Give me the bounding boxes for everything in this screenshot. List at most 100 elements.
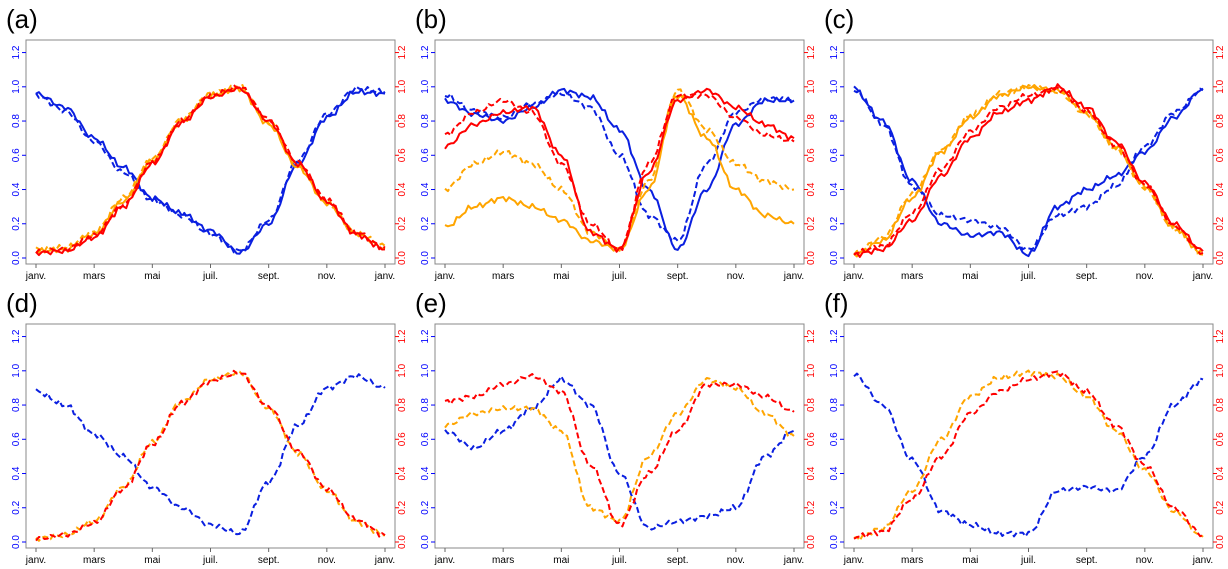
y-tick-label-right: 1.0 [806, 79, 817, 93]
y-tick-label-left: 0.4 [420, 182, 431, 196]
x-tick-label: juil. [1020, 555, 1036, 566]
y-tick-label-left: 0.8 [11, 114, 22, 128]
x-tick-label: nov. [727, 271, 745, 282]
y-tick-label-right: 0.8 [397, 398, 408, 412]
panel-label: (f) [824, 288, 849, 318]
y-tick-label-right: 1.2 [1215, 45, 1226, 59]
y-tick-label-left: 0.2 [420, 500, 431, 514]
chart-svg: (f) 0.0 0.2 0.4 0.6 0.8 1.0 1.2 0.0 0.2 0.4 0.6 0.8 1… [824, 288, 1226, 566]
plot-frame [843, 39, 1214, 265]
x-tick-label: mars [83, 555, 105, 566]
x-tick-label: mars [492, 271, 514, 282]
x-tick-label: sept. [258, 271, 280, 282]
panel-label: (b) [415, 4, 447, 34]
y-tick-label-right: 0.8 [806, 398, 817, 412]
y-tick-label-left: 0.0 [829, 535, 840, 549]
y-tick-label-right: 0.0 [806, 535, 817, 549]
x-tick-label: janv. [374, 555, 395, 566]
y-tick-label-left: 1.0 [11, 363, 22, 377]
chart-panel-1: (a) 0.0 0.2 0.4 0.6 0.8 1.0 1.2 0.0 0.2 0.4 0.6 0.8 1… [0, 0, 409, 284]
y-tick-label-right: 0.8 [1215, 398, 1226, 412]
x-tick-label: janv. [1192, 271, 1213, 282]
y-tick-label-right: 0.4 [806, 466, 817, 480]
y-tick-label-right: 1.0 [397, 79, 408, 93]
series-line [853, 85, 1204, 251]
y-tick-label-right: 1.2 [397, 45, 408, 59]
y-tick-label-left: 0.0 [11, 251, 22, 265]
series-line [35, 86, 386, 257]
y-tick-label-left: 1.0 [829, 363, 840, 377]
x-tick-label: mai [962, 555, 978, 566]
x-tick-label: mars [492, 555, 514, 566]
x-tick-label: sept. [667, 271, 689, 282]
y-tick-label-right: 0.0 [1215, 251, 1226, 265]
y-tick-label-left: 0.4 [11, 466, 22, 480]
series-line [853, 87, 1204, 258]
y-tick-label-left: 0.0 [829, 251, 840, 265]
x-tick-label: sept. [258, 555, 280, 566]
x-tick-label: juil. [202, 555, 218, 566]
y-tick-label-right: 0.6 [1215, 432, 1226, 446]
series-line [444, 373, 795, 528]
series-line [35, 88, 386, 255]
x-tick-label: nov. [1136, 271, 1154, 282]
y-tick-label-right: 0.8 [806, 114, 817, 128]
y-tick-label-right: 0.2 [806, 500, 817, 514]
series-line [853, 84, 1204, 258]
y-tick-label-right: 0.4 [1215, 182, 1226, 196]
x-tick-label: mai [553, 555, 569, 566]
chart-panel-3: (c) 0.0 0.2 0.4 0.6 0.8 1.0 1.2 0.0 0.2 0.4 0.6 0.8 1… [818, 0, 1227, 284]
y-tick-label-left: 0.6 [420, 148, 431, 162]
y-tick-label-right: 1.2 [1215, 329, 1226, 343]
series-line [35, 85, 386, 254]
chart-panel-5: (e) 0.0 0.2 0.4 0.6 0.8 1.0 1.2 0.0 0.2 0.4 0.6 0.8 1… [409, 284, 818, 568]
chart-svg: (b) 0.0 0.2 0.4 0.6 0.8 1.0 1.2 0.0 0.2 0.4 0.6 0.8 1… [415, 4, 817, 282]
y-tick-label-right: 0.4 [1215, 466, 1226, 480]
x-tick-label: juil. [611, 555, 627, 566]
x-tick-label: nov. [318, 555, 336, 566]
series-line [444, 88, 795, 252]
y-tick-label-left: 1.2 [829, 45, 840, 59]
series-line [35, 84, 386, 253]
series-line [35, 85, 386, 254]
y-tick-label-right: 0.2 [1215, 216, 1226, 230]
x-tick-label: sept. [1076, 555, 1098, 566]
x-tick-label: janv. [374, 271, 395, 282]
x-tick-label: janv. [25, 555, 46, 566]
y-tick-label-right: 1.2 [397, 329, 408, 343]
plot-frame [434, 39, 805, 265]
y-tick-label-left: 1.0 [420, 363, 431, 377]
chart-panel-4: (d) 0.0 0.2 0.4 0.6 0.8 1.0 1.2 0.0 0.2 0.4 0.6 0.8 1… [0, 284, 409, 568]
series-line [444, 90, 795, 242]
plot-frame [434, 323, 805, 549]
y-tick-label-right: 1.0 [397, 363, 408, 377]
series-line [853, 86, 1204, 256]
x-tick-label: janv. [434, 271, 455, 282]
panel-label: (c) [824, 4, 854, 34]
x-tick-label: nov. [318, 271, 336, 282]
x-tick-label: janv. [434, 555, 455, 566]
y-tick-label-right: 0.6 [397, 148, 408, 162]
y-tick-label-right: 0.0 [806, 251, 817, 265]
y-tick-label-right: 0.4 [397, 466, 408, 480]
y-tick-label-right: 0.0 [397, 251, 408, 265]
y-tick-label-left: 1.2 [11, 45, 22, 59]
series-line [853, 84, 1204, 256]
y-tick-label-right: 1.0 [806, 363, 817, 377]
y-tick-label-left: 1.0 [420, 79, 431, 93]
chart-svg: (d) 0.0 0.2 0.4 0.6 0.8 1.0 1.2 0.0 0.2 0.4 0.6 0.8 1… [6, 288, 408, 566]
y-tick-label-left: 0.6 [829, 432, 840, 446]
x-tick-label: juil. [202, 271, 218, 282]
y-tick-label-right: 0.4 [397, 182, 408, 196]
y-tick-label-left: 0.6 [420, 432, 431, 446]
y-tick-label-left: 0.4 [420, 466, 431, 480]
y-tick-label-right: 1.0 [1215, 79, 1226, 93]
x-tick-label: nov. [1136, 555, 1154, 566]
series-line [853, 372, 1204, 538]
y-tick-label-right: 0.2 [397, 500, 408, 514]
x-tick-label: mars [901, 555, 923, 566]
y-tick-label-left: 1.2 [829, 329, 840, 343]
y-tick-label-right: 0.6 [806, 432, 817, 446]
series-line [444, 375, 795, 531]
